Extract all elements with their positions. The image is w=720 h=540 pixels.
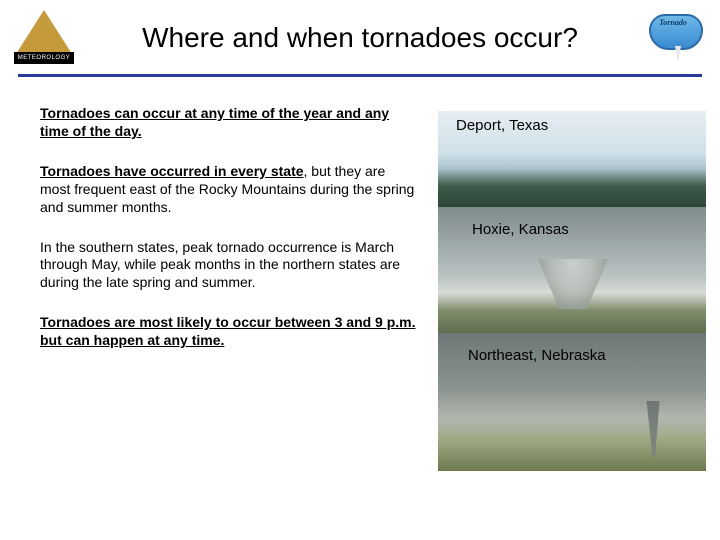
paragraph-3: In the southern states, peak tornado occ… (40, 239, 416, 293)
paragraph-1: Tornadoes can occur at any time of the y… (40, 105, 416, 141)
slide-title: Where and when tornadoes occur? (84, 22, 636, 54)
triangle-icon (16, 10, 72, 54)
photo-deport-texas: Deport, Texas (438, 111, 706, 207)
meteorology-band: METEOROLOGY (14, 52, 74, 64)
paragraph-2: Tornadoes have occurred in every state, … (40, 163, 416, 217)
slide-header: METEOROLOGY Where and when tornadoes occ… (0, 0, 720, 74)
photo-northeast-nebraska: Northeast, Nebraska (438, 333, 706, 471)
slide-content: Tornadoes can occur at any time of the y… (0, 77, 720, 471)
meteorology-logo: METEOROLOGY (14, 10, 74, 66)
paragraph-4: Tornadoes are most likely to occur betwe… (40, 314, 416, 350)
tornado-logo: Tornado (646, 10, 706, 66)
p1-text: Tornadoes can occur at any time of the y… (40, 105, 389, 139)
p4-text: Tornadoes are most likely to occur betwe… (40, 314, 416, 348)
image-column: Deport, Texas Hoxie, Kansas Northeast, N… (438, 105, 706, 471)
tornado-badge-text: Tornado (646, 18, 700, 27)
caption-3: Northeast, Nebraska (468, 347, 606, 364)
photo-hoxie-kansas: Hoxie, Kansas (438, 207, 706, 333)
caption-2: Hoxie, Kansas (472, 221, 569, 238)
p2-lead: Tornadoes have occurred in every state (40, 163, 304, 179)
caption-1: Deport, Texas (456, 117, 548, 134)
text-column: Tornadoes can occur at any time of the y… (0, 105, 438, 471)
